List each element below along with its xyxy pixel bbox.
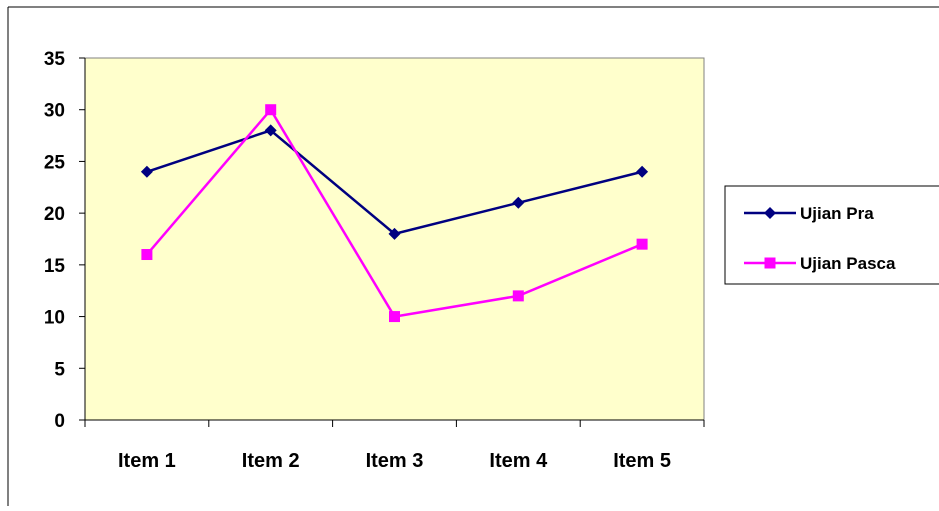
legend-label: Ujian Pra bbox=[800, 204, 874, 223]
y-tick-label: 0 bbox=[54, 411, 65, 432]
y-axis: 0 5 10 15 20 25 30 35 bbox=[44, 49, 86, 432]
y-tick-label: 25 bbox=[44, 152, 66, 173]
legend-item: Ujian Pasca bbox=[744, 254, 896, 273]
legend-marker bbox=[764, 207, 776, 219]
x-axis: Item 1 Item 2 Item 3 Item 4 Item 5 bbox=[84, 419, 705, 472]
x-tick-label: Item 2 bbox=[242, 450, 300, 472]
legend-box bbox=[724, 185, 939, 285]
data-point bbox=[512, 196, 525, 209]
series-layer bbox=[140, 104, 649, 323]
y-tick-label: 35 bbox=[44, 49, 66, 70]
x-tick-label: Item 4 bbox=[489, 450, 548, 472]
data-point bbox=[389, 311, 400, 323]
x-tick-label: Item 5 bbox=[613, 450, 671, 472]
x-tick-label: Item 1 bbox=[118, 450, 176, 472]
x-tick-label: Item 3 bbox=[366, 450, 424, 472]
legend-marker bbox=[764, 257, 776, 269]
data-point bbox=[636, 165, 649, 178]
y-tick-label: 10 bbox=[44, 308, 65, 329]
legend-item: Ujian Pra bbox=[744, 204, 874, 223]
data-point bbox=[265, 104, 277, 116]
data-point bbox=[141, 249, 153, 261]
legend-label: Ujian Pasca bbox=[800, 254, 896, 273]
series-ujian-pra bbox=[140, 124, 649, 240]
legend: Ujian Pra Ujian Pasca bbox=[724, 185, 939, 285]
y-tick-label: 20 bbox=[44, 204, 65, 225]
data-point bbox=[636, 238, 648, 250]
series-ujian-pasca bbox=[141, 104, 648, 323]
data-point bbox=[140, 165, 153, 178]
y-tick-label: 5 bbox=[54, 359, 65, 380]
data-point bbox=[264, 124, 277, 137]
y-tick-label: 15 bbox=[44, 256, 66, 277]
data-point bbox=[388, 227, 401, 240]
data-point bbox=[512, 290, 524, 302]
y-tick-label: 30 bbox=[44, 101, 65, 122]
